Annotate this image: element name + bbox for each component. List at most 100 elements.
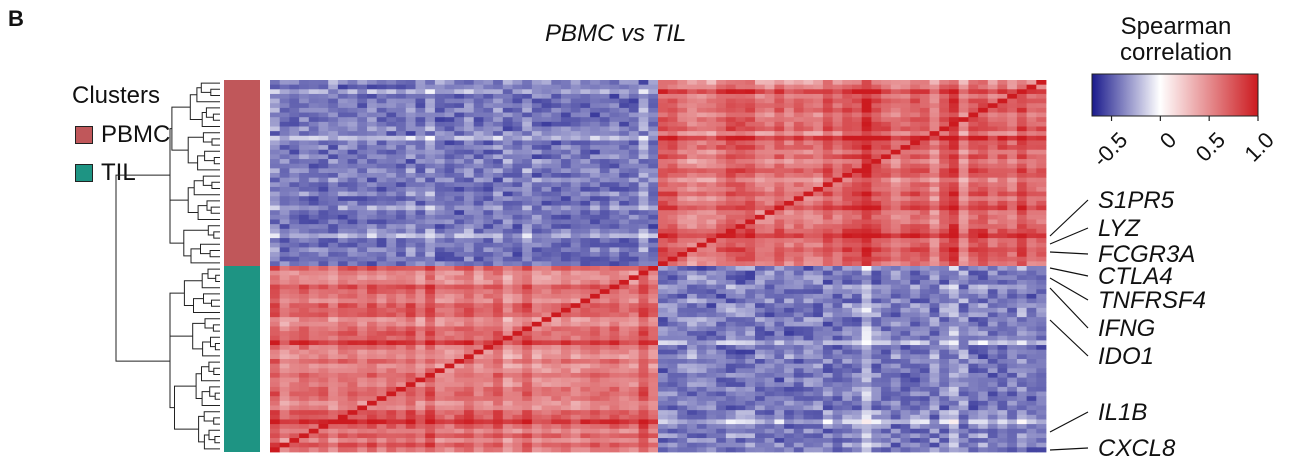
heatmap-cell (337, 298, 348, 304)
heatmap-cell (337, 279, 348, 285)
heatmap-cell (541, 326, 552, 332)
heatmap-cell (929, 261, 940, 267)
heatmap-cell (822, 252, 833, 258)
heatmap-cell (1007, 340, 1018, 346)
heatmap-cell (881, 173, 892, 179)
heatmap-cell (464, 135, 475, 141)
heatmap-cell (852, 159, 863, 165)
heatmap-cell (357, 252, 368, 258)
heatmap-cell (434, 293, 445, 299)
heatmap-cell (764, 321, 775, 327)
heatmap-cell (415, 98, 426, 104)
heatmap-cell (716, 219, 727, 225)
heatmap-cell (648, 345, 659, 351)
heatmap-cell (464, 252, 475, 258)
heatmap-cell (299, 135, 310, 141)
heatmap-cell (716, 354, 727, 360)
heatmap-cell (270, 186, 281, 192)
heatmap-cell (716, 121, 727, 127)
heatmap-cell (939, 196, 950, 202)
heatmap-cell (493, 349, 504, 355)
heatmap-cell (968, 126, 979, 132)
heatmap-cell (396, 205, 407, 211)
heatmap-cell (696, 131, 707, 137)
heatmap-cell (716, 107, 727, 113)
heatmap-cell (512, 219, 523, 225)
heatmap-cell (464, 177, 475, 183)
heatmap-cell (774, 112, 785, 118)
heatmap-cell (803, 289, 814, 295)
heatmap-cell (745, 131, 756, 137)
heatmap-cell (386, 354, 397, 360)
heatmap-cell (444, 131, 455, 137)
heatmap-cell (434, 131, 445, 137)
heatmap-cell (1036, 210, 1047, 216)
heatmap-cell (706, 284, 717, 290)
heatmap-cell (289, 168, 300, 174)
heatmap-cell (910, 126, 921, 132)
heatmap-cell (386, 149, 397, 155)
heatmap-cell (599, 312, 610, 318)
heatmap-cell (658, 321, 669, 327)
heatmap-cell (774, 247, 785, 253)
heatmap-cell (619, 107, 630, 113)
heatmap-cell (900, 359, 911, 365)
heatmap-cell (910, 205, 921, 211)
heatmap-cell (978, 98, 989, 104)
heatmap-cell (1016, 98, 1027, 104)
heatmap-cell (512, 224, 523, 230)
heatmap-cell (590, 210, 601, 216)
heatmap-cell (512, 200, 523, 206)
heatmap-cell (958, 247, 969, 253)
heatmap-cell (347, 252, 358, 258)
heatmap-cell (968, 349, 979, 355)
heatmap-cell (444, 107, 455, 113)
heatmap-cell (667, 84, 678, 90)
heatmap-cell (881, 200, 892, 206)
heatmap-cell (803, 121, 814, 127)
heatmap-cell (434, 349, 445, 355)
heatmap-cell (755, 84, 766, 90)
heatmap-cell (551, 335, 562, 341)
heatmap-cell (648, 163, 659, 169)
heatmap-cell (832, 214, 843, 220)
heatmap-cell (561, 345, 572, 351)
heatmap-cell (939, 266, 950, 272)
heatmap-cell (464, 224, 475, 230)
heatmap-cell (764, 126, 775, 132)
heatmap-cell (852, 186, 863, 192)
heatmap-cell (493, 121, 504, 127)
heatmap-cell (958, 135, 969, 141)
heatmap-cell (1026, 312, 1037, 318)
heatmap-cell (687, 326, 698, 332)
heatmap-cell (968, 247, 979, 253)
heatmap-cell (512, 279, 523, 285)
heatmap-cell (347, 163, 358, 169)
heatmap-cell (318, 117, 329, 123)
heatmap-cell (677, 359, 688, 365)
heatmap-cell (347, 149, 358, 155)
heatmap-cell (968, 98, 979, 104)
heatmap-cell (318, 289, 329, 295)
heatmap-cell (1007, 196, 1018, 202)
heatmap-cell (822, 140, 833, 146)
heatmap-cell (919, 168, 930, 174)
heatmap-cell (318, 354, 329, 360)
heatmap-cell (1026, 349, 1037, 355)
heatmap-cell (289, 140, 300, 146)
heatmap-cell (599, 149, 610, 155)
heatmap-cell (454, 154, 465, 160)
heatmap-cell (464, 266, 475, 272)
heatmap-cell (367, 307, 378, 313)
heatmap-cell (444, 163, 455, 169)
heatmap-cell (609, 252, 620, 258)
heatmap-cell (279, 131, 290, 137)
heatmap-cell (755, 173, 766, 179)
heatmap-cell (551, 307, 562, 313)
heatmap-cell (1036, 312, 1047, 318)
heatmap-cell (929, 196, 940, 202)
heatmap-cell (658, 331, 669, 337)
heatmap-cell (531, 228, 542, 234)
heatmap-cell (599, 275, 610, 281)
heatmap-cell (978, 298, 989, 304)
